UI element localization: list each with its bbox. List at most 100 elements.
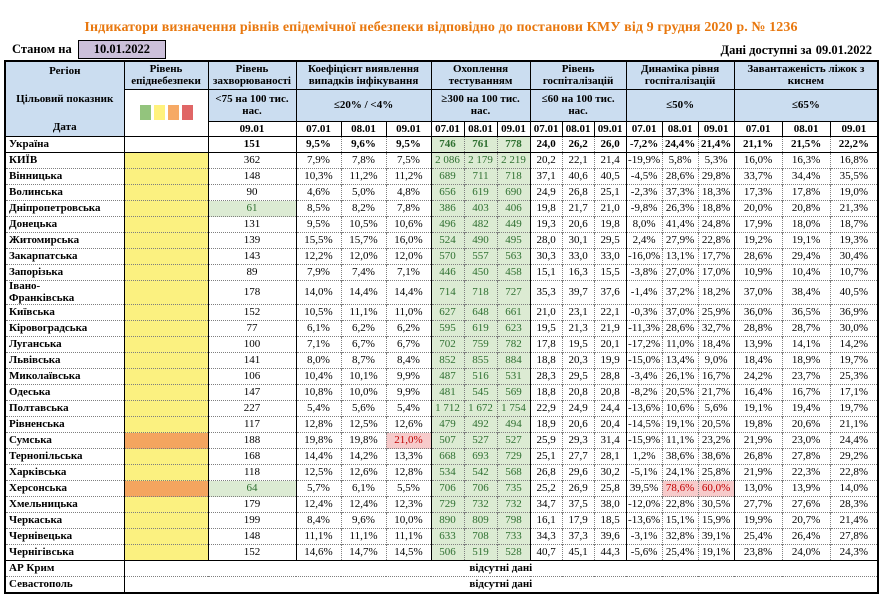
column-group-label: Коефіцієнт виявлення випадків інфікуванн… (295, 60, 432, 90)
value-cell: 168 (207, 448, 296, 465)
value-cell: 19,1% (733, 400, 783, 417)
table-row: Луганська 100 7,1% 6,7% 6,7% 702 759 782 17,8 19,… (5, 336, 879, 353)
value-cell: 18,8 (529, 352, 563, 369)
value-cell: 20,5% (661, 384, 699, 401)
value-cell: 16,8% (829, 152, 879, 169)
value-cell: 39,6 (593, 528, 627, 545)
date-cell: 07.01 (295, 120, 342, 138)
table-row: Севастополь відсутні дані (5, 576, 879, 594)
value-cell: 661 (496, 304, 531, 321)
value-cell: -17,2% (625, 336, 663, 353)
value-cell: 16,7% (781, 384, 831, 401)
date-cell: 08.01 (561, 120, 595, 138)
value-cell: 24,4% (829, 432, 879, 449)
column-target-value: ≤60 на 100 тис. нас. (529, 88, 627, 122)
value-cell: 24,8% (697, 216, 735, 233)
value-cell: 527 (496, 432, 531, 449)
date-cell: 07.01 (430, 120, 465, 138)
value-cell: 22,8% (829, 464, 879, 481)
value-cell: 12,5% (295, 464, 341, 481)
table-header: Регіон Цільовий показник Дата Рівень епідне… (4, 60, 879, 138)
value-cell: 21,1% (733, 136, 783, 153)
value-cell: 557 (463, 248, 498, 265)
value-cell: 527 (463, 432, 498, 449)
value-cell: -8,2% (625, 384, 663, 401)
column-target-value: ≤20% / <4% (295, 88, 432, 122)
value-cell: 15,9% (697, 512, 735, 529)
value-cell: 627 (430, 304, 465, 321)
data-available-label: Дані доступні за (720, 43, 812, 57)
value-cell: 10,0% (340, 384, 386, 401)
value-cell: 29,6 (561, 464, 595, 481)
value-cell: 29,5 (593, 232, 627, 249)
epidanger-level-cell (123, 320, 208, 337)
value-cell: 26,8 (561, 184, 595, 201)
value-cell: 570 (430, 248, 465, 265)
date-cell: 09.01 (829, 120, 879, 138)
value-cell: 77 (207, 320, 296, 337)
value-cell: 147 (207, 384, 296, 401)
value-cell: 17,3% (733, 184, 783, 201)
value-cell: 37,5 (561, 496, 595, 513)
value-cell: 12,8% (295, 416, 341, 433)
value-cell: 10,0% (385, 512, 432, 529)
value-cell: 26,1% (661, 368, 699, 385)
value-cell: 19,9% (733, 512, 783, 529)
date-cell: 09.01 (593, 120, 627, 138)
value-cell: 23,8% (733, 544, 783, 561)
value-cell: 711 (463, 168, 498, 185)
value-cell: 403 (463, 200, 498, 217)
value-cell: 5,4% (295, 400, 341, 417)
value-cell: 6,2% (340, 320, 386, 337)
value-cell: -16,0% (625, 248, 663, 265)
value-cell: 19,8% (340, 432, 386, 449)
value-cell: 17,9 (561, 512, 595, 529)
value-cell: 2 219 (496, 152, 531, 169)
value-cell: 10,7% (829, 264, 879, 281)
value-cell: -15,0% (625, 352, 663, 369)
value-cell: 759 (463, 336, 498, 353)
value-cell: -5,6% (625, 544, 663, 561)
value-cell: 6,7% (340, 336, 386, 353)
value-cell: 29,8% (697, 168, 735, 185)
value-cell: 4,8% (385, 184, 432, 201)
legend-swatch-0 (139, 105, 151, 121)
value-cell: 37,0% (733, 279, 783, 305)
value-cell: 4,6% (295, 184, 341, 201)
value-cell: 28,3 (529, 368, 563, 385)
value-cell: 37,1 (529, 168, 563, 185)
region-cell: Запорізька (5, 264, 124, 281)
value-cell: 5,5% (385, 480, 432, 497)
value-cell: 21,4% (697, 136, 735, 153)
table-row: Закарпатська 143 12,2% 12,0% 12,0% 570 557 563 3… (5, 248, 879, 265)
value-cell: 25,3% (829, 368, 879, 385)
header-target-row: <75 на 100 тис. нас. ≤20% / <4% ≥300 на 10… (5, 88, 879, 138)
value-cell: 17,0% (697, 264, 735, 281)
table-row: Волинська 90 4,6% 5,0% 4,8% 656 619 690 24,9 26,8… (5, 184, 879, 201)
column-group-label: Охоплення тестуванням (430, 60, 531, 90)
value-cell: 14,5% (385, 544, 432, 561)
region-cell: Чернівецька (5, 528, 124, 545)
value-cell: 40,6 (561, 168, 595, 185)
date-cell: 07.01 (529, 120, 563, 138)
value-cell: 9,6% (340, 136, 386, 153)
value-cell: 21,3 (561, 320, 595, 337)
value-cell: 6,2% (385, 320, 432, 337)
value-cell: 458 (496, 264, 531, 281)
value-cell: 18,4% (697, 336, 735, 353)
value-cell: 7,1% (295, 336, 341, 353)
value-cell: 563 (496, 248, 531, 265)
epidanger-level-cell (123, 448, 208, 465)
value-cell: 761 (463, 136, 498, 153)
value-cell: 8,7% (340, 352, 386, 369)
value-cell: 20,6 (561, 216, 595, 233)
indicators-table: Регіон Цільовий показник Дата Рівень епідне… (4, 60, 880, 595)
value-cell: 15,7% (340, 232, 386, 249)
value-cell: 706 (430, 480, 465, 497)
legend-swatch-2 (167, 105, 179, 121)
value-cell: 20,3 (561, 352, 595, 369)
value-cell: 20,2 (529, 152, 563, 169)
value-cell: 706 (463, 480, 498, 497)
value-cell: 24,0 (529, 136, 563, 153)
table-body: Україна 151 9,5% 9,6% 9,5% 746 761 778 24,0 26,2 2… (5, 136, 879, 594)
